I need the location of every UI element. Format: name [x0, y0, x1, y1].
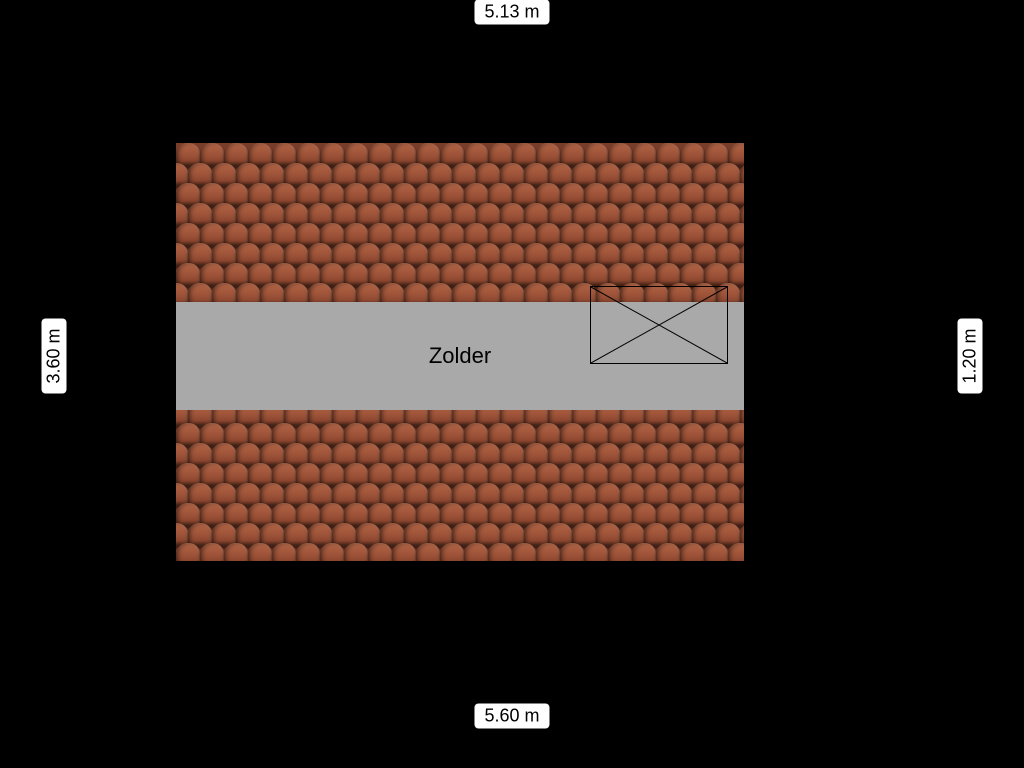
floor-plan-stage: Zolder 5.13 m 5.60 m 3.60 m 1.20 m	[0, 0, 1024, 768]
hatch-cross-icon	[591, 287, 727, 363]
dimension-top: 5.13 m	[474, 0, 549, 25]
room-label: Zolder	[429, 343, 491, 369]
dimension-bottom: 5.60 m	[474, 704, 549, 729]
dimension-left: 3.60 m	[42, 318, 67, 393]
stair-hatch	[590, 286, 728, 364]
dimension-right: 1.20 m	[958, 318, 983, 393]
